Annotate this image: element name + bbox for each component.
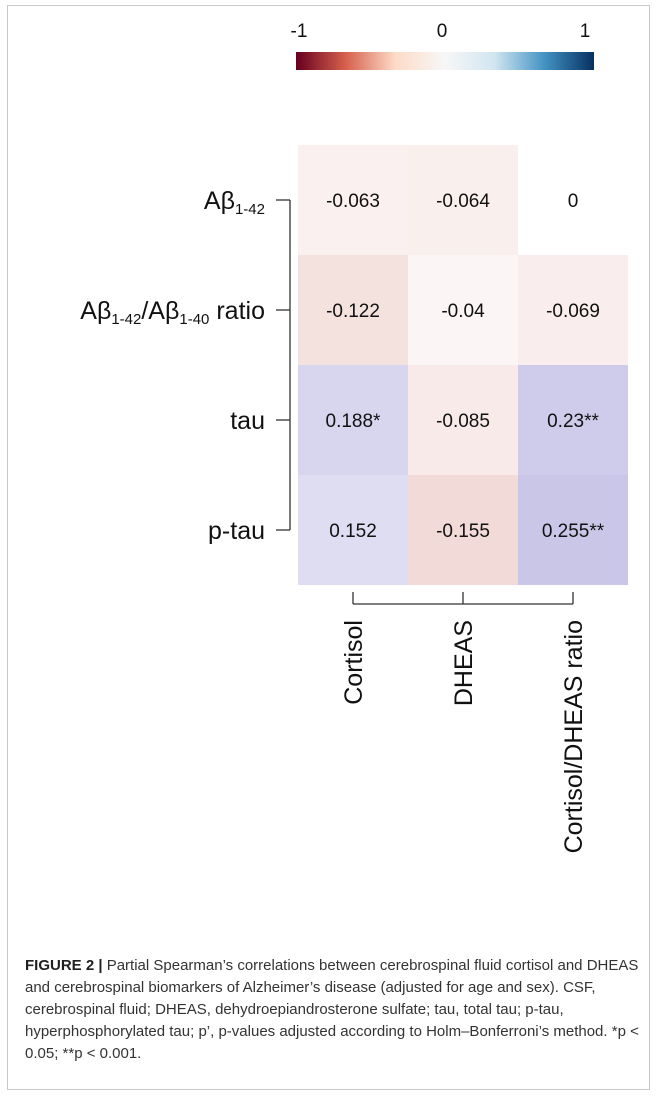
colorbar-max-label: 1 xyxy=(580,21,591,42)
heatmap-cell-r0-c0 xyxy=(298,145,408,255)
cell-value-label-r0-c0: -0.063 xyxy=(326,191,380,212)
colorbar: -1 0 1 xyxy=(291,21,594,70)
cell-value-label-r0-c1: -0.064 xyxy=(436,191,490,212)
cell-value-label-r1-c0: -0.122 xyxy=(326,301,380,322)
heatmap-chart: -1 0 1 -0.063 -0.064 0 -0.122 -0.04 -0.069 0.1… xyxy=(80,21,628,853)
cell-value-label-r3-c2: 0.255** xyxy=(542,521,605,542)
colorbar-gradient xyxy=(296,52,594,70)
cell-value-label-r3-c0: 0.152 xyxy=(329,521,377,542)
heatmap-cells: -0.063 -0.064 0 -0.122 -0.04 -0.069 0.188* -0.0… xyxy=(298,145,628,585)
figure-caption: FIGURE 2 | Partial Spearman’s correlatio… xyxy=(25,955,645,1065)
column-label-1: DHEAS xyxy=(450,620,478,706)
heatmap-cell-r1-c0 xyxy=(298,255,408,365)
colorbar-min-label: -1 xyxy=(291,21,308,42)
heatmap-cell-r2-c0 xyxy=(298,365,408,475)
heatmap-cell-r2-c1 xyxy=(408,365,518,475)
figure-frame xyxy=(7,5,650,1090)
heatmap-cell-r3-c0 xyxy=(298,475,408,585)
cell-value-label-r3-c1: -0.155 xyxy=(436,521,490,542)
cell-value-label-r2-c0: 0.188* xyxy=(326,411,382,432)
caption-lead: FIGURE 2 | xyxy=(25,957,103,974)
colorbar-mid-label: 0 xyxy=(437,21,448,42)
cell-value-label-r0-c2: 0 xyxy=(568,191,579,212)
row-labels: Aβ1-42 Aβ1-42/Aβ1-40 ratio tau p-tau xyxy=(80,187,265,545)
heatmap-cell-r3-c1 xyxy=(408,475,518,585)
heatmap-cell-r0-c1 xyxy=(408,145,518,255)
column-label-0: Cortisol xyxy=(340,620,368,705)
heatmap-cell-r1-c1 xyxy=(408,255,518,365)
caption-text: Partial Spearman’s correlations between … xyxy=(25,957,639,1062)
cell-value-label-r2-c1: -0.085 xyxy=(436,411,490,432)
column-label-2: Cortisol/DHEAS ratio xyxy=(560,620,588,853)
row-label-0: Aβ1-42 xyxy=(204,187,265,218)
heatmap-cell-r0-c2 xyxy=(518,145,628,255)
column-labels: Cortisol DHEAS Cortisol/DHEAS ratio xyxy=(340,620,588,853)
cell-value-label-r1-c2: -0.069 xyxy=(546,301,600,322)
heatmap-cell-r3-c2 xyxy=(518,475,628,585)
row-label-1: Aβ1-42/Aβ1-40 ratio xyxy=(80,297,265,328)
heatmap-axes xyxy=(276,199,574,605)
heatmap-cell-r1-c2 xyxy=(518,255,628,365)
cell-value-label-r1-c1: -0.04 xyxy=(441,301,485,322)
row-label-2: tau xyxy=(230,407,265,435)
heatmap-cell-r2-c2 xyxy=(518,365,628,475)
cell-value-label-r2-c2: 0.23** xyxy=(547,411,599,432)
row-label-3: p-tau xyxy=(208,517,265,545)
